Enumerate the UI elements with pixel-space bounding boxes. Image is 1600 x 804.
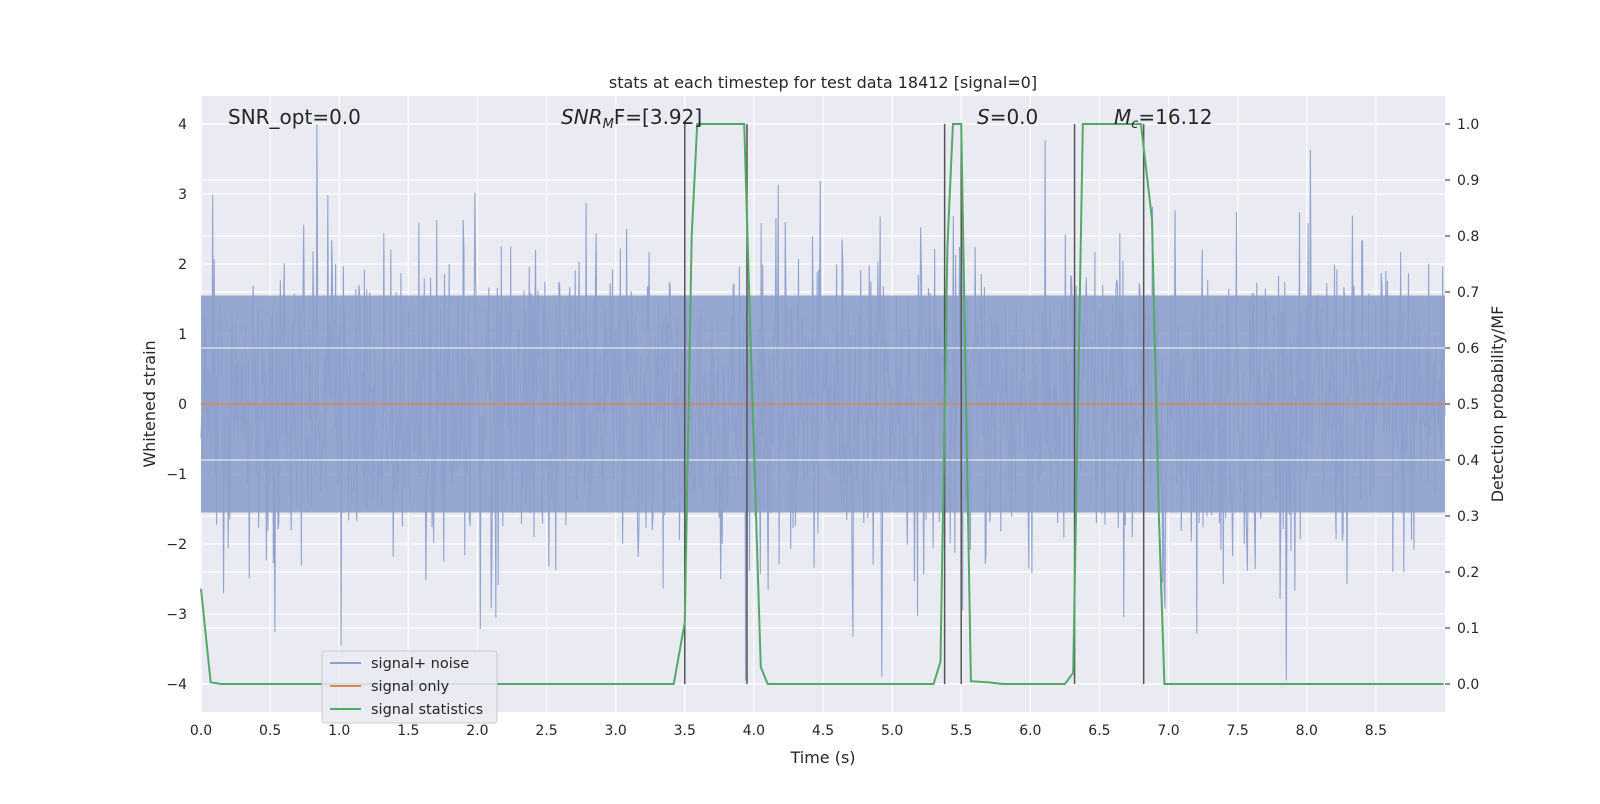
y-tick-label-right: 1.0 bbox=[1457, 117, 1479, 133]
x-tick-label: 0.5 bbox=[259, 723, 281, 739]
y-tick-label-left: 0 bbox=[178, 397, 187, 413]
signal-statistics-series bbox=[200, 123, 1444, 685]
legend-label-signal-only: signal only bbox=[371, 679, 450, 695]
y-tick-label-left: −1 bbox=[166, 467, 187, 483]
y-tick-label-right: 0.1 bbox=[1457, 621, 1479, 637]
y-tick-label-right: 0.4 bbox=[1457, 453, 1479, 469]
x-tick-label: 6.0 bbox=[1019, 723, 1041, 739]
y-tick-label-left: 1 bbox=[178, 327, 187, 343]
legend-box bbox=[321, 650, 498, 724]
x-tick-label: 0.0 bbox=[190, 723, 212, 739]
x-tick-label: 6.5 bbox=[1088, 723, 1110, 739]
x-tick-label: 8.5 bbox=[1365, 723, 1387, 739]
noise-trace bbox=[200, 123, 1446, 681]
y-tick-label-left: 2 bbox=[178, 257, 187, 273]
y-tick-label-left: −2 bbox=[166, 537, 187, 553]
x-tick-label: 3.5 bbox=[674, 723, 696, 739]
x-tick-label: 8.0 bbox=[1296, 723, 1318, 739]
y-tick-label-right: 0.5 bbox=[1457, 397, 1479, 413]
x-axis-label: Time (s) bbox=[789, 748, 855, 767]
x-tick-label: 7.5 bbox=[1227, 723, 1249, 739]
annotation-s: S=0.0 bbox=[977, 105, 1038, 129]
y-tick-label-right: 0.3 bbox=[1457, 509, 1479, 525]
x-tick-label: 1.0 bbox=[328, 723, 350, 739]
x-tick-label: 3.0 bbox=[605, 723, 627, 739]
ticks: 0.0 0.5 1.0 1.5 2.0 2.5 3.0 3.5 4.0 4.5 5.0 5.5 6.0 6… bbox=[166, 117, 1479, 739]
y-tick-label-right: 0.0 bbox=[1457, 677, 1479, 693]
legend-label-signal-noise: signal+ noise bbox=[371, 656, 469, 672]
y-tick-label-right: 0.2 bbox=[1457, 565, 1479, 581]
y-tick-label-right: 0.8 bbox=[1457, 229, 1479, 245]
x-tick-label: 5.5 bbox=[950, 723, 972, 739]
x-tick-label: 4.0 bbox=[743, 723, 765, 739]
annotation-mc: Mc=16.12 bbox=[1114, 105, 1212, 132]
y-tick-label-right: 0.7 bbox=[1457, 285, 1479, 301]
y-tick-label-left: −4 bbox=[166, 677, 187, 693]
legend: signal+ noise signal only signal statist… bbox=[321, 650, 498, 724]
annotation-snr-mf: SNRMF=[3.92] bbox=[561, 105, 702, 132]
y-tick-label-left: 3 bbox=[178, 187, 187, 203]
y-tick-label-right: 0.6 bbox=[1457, 341, 1479, 357]
y-axis-label-left: Whitened strain bbox=[140, 340, 159, 467]
chart-title: stats at each timestep for test data 184… bbox=[609, 73, 1037, 92]
annotation-snr-opt: SNR_opt=0.0 bbox=[228, 105, 361, 129]
y-tick-label-left: −3 bbox=[166, 607, 187, 623]
x-tick-label: 5.0 bbox=[881, 723, 903, 739]
x-tick-label: 1.5 bbox=[397, 723, 419, 739]
x-tick-label: 7.0 bbox=[1157, 723, 1179, 739]
y-tick-label-left: 4 bbox=[178, 117, 187, 133]
y-axis-label-right: Detection probability/MF bbox=[1488, 306, 1507, 503]
x-tick-label: 2.5 bbox=[535, 723, 557, 739]
x-tick-label: 2.0 bbox=[466, 723, 488, 739]
legend-label-signal-statistics: signal statistics bbox=[371, 702, 483, 718]
y-tick-label-right: 0.9 bbox=[1457, 173, 1479, 189]
x-tick-label: 4.5 bbox=[812, 723, 834, 739]
